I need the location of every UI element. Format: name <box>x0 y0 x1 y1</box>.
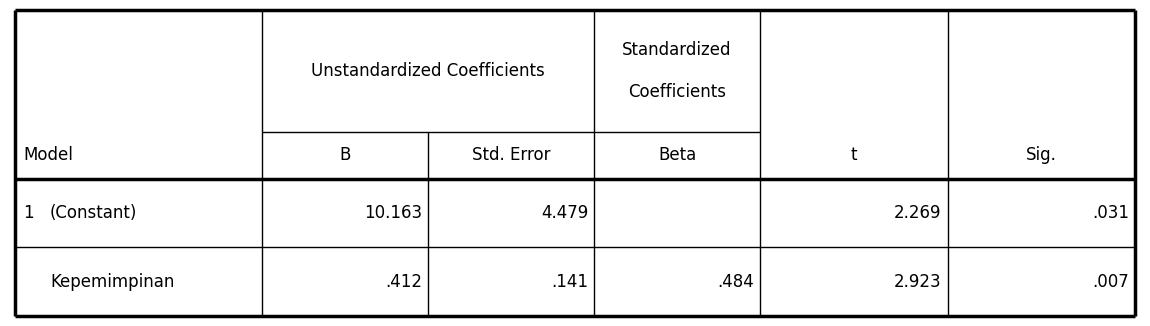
Text: t: t <box>851 146 857 164</box>
Text: 2.923: 2.923 <box>894 273 942 291</box>
Text: Kepemimpinan: Kepemimpinan <box>49 273 175 291</box>
Text: 1: 1 <box>23 204 33 222</box>
Text: .031: .031 <box>1092 204 1129 222</box>
Text: .141: .141 <box>551 273 588 291</box>
Text: B: B <box>339 146 351 164</box>
Text: .484: .484 <box>718 273 754 291</box>
Text: Model: Model <box>23 146 72 164</box>
Text: 2.269: 2.269 <box>894 204 942 222</box>
Text: Beta: Beta <box>658 146 696 164</box>
Text: Standardized

Coefficients: Standardized Coefficients <box>622 41 731 101</box>
Text: .412: .412 <box>385 273 422 291</box>
Text: 4.479: 4.479 <box>540 204 588 222</box>
Text: Std. Error: Std. Error <box>472 146 551 164</box>
Text: .007: .007 <box>1092 273 1129 291</box>
Text: (Constant): (Constant) <box>49 204 137 222</box>
Text: Unstandardized Coefficients: Unstandardized Coefficients <box>312 62 545 80</box>
Text: 10.163: 10.163 <box>363 204 422 222</box>
Text: Sig.: Sig. <box>1026 146 1057 164</box>
